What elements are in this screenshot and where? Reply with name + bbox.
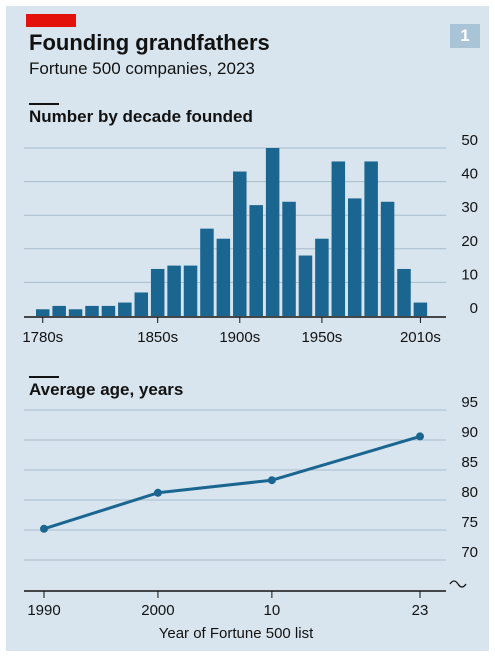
- bar-1850s: [150, 268, 165, 316]
- chart-card: 1 Founding grandfathers Fortune 500 comp…: [6, 6, 489, 651]
- line-chart: 70 75 80 85 90 95 1990 2000 10 23 Year of Fortune …: [24, 394, 478, 642]
- bar-1840s: [134, 292, 149, 316]
- line-y-tick-label: 85: [461, 454, 478, 471]
- bar-x-tick-label: 1780s: [22, 329, 63, 346]
- bar-x-tick-label: 1850s: [137, 329, 178, 346]
- bar-1880s: [200, 228, 214, 316]
- chart-subtitle: Fortune 500 companies, 2023: [29, 59, 255, 78]
- line-y-tick-label: 80: [461, 484, 478, 501]
- bar-1990s: [380, 201, 395, 316]
- series-line: [43, 434, 421, 531]
- data-point-2010: [267, 476, 276, 485]
- bar-1780s: [36, 309, 50, 316]
- line-y-tick-label: 75: [461, 514, 478, 531]
- bar-1950s: [315, 238, 329, 316]
- bar-1820s: [101, 305, 116, 316]
- bar-1790s: [52, 305, 66, 316]
- line-x-axis-title: Year of Fortune 500 list: [159, 625, 314, 642]
- bar-1970s: [347, 198, 362, 316]
- bar-1960s: [331, 161, 346, 316]
- bar-1890s: [216, 238, 231, 316]
- bar-y-tick-label: 0: [470, 300, 478, 317]
- bar-x-tick-label: 1950s: [301, 329, 342, 346]
- data-point-2000: [153, 488, 162, 497]
- bar-1800s: [68, 309, 83, 316]
- bar-1810s: [85, 305, 99, 316]
- bar-2010s: [413, 302, 428, 316]
- data-point-1990: [40, 524, 48, 533]
- bar-y-tick-label: 50: [461, 132, 478, 149]
- line-y-tick-label: 95: [461, 394, 478, 411]
- bar-1900s: [233, 171, 247, 316]
- bar-1830s: [118, 302, 132, 316]
- bar-1910s: [249, 205, 263, 316]
- brand-tag: [26, 14, 76, 27]
- bar-y-tick-label: 40: [461, 166, 478, 183]
- bar-1870s: [183, 265, 198, 316]
- bar-1860s: [167, 265, 181, 316]
- bar-section-rule: [29, 103, 59, 105]
- line-section-rule: [29, 376, 59, 378]
- line-y-tick-label: 90: [461, 424, 478, 441]
- bar-1940s: [298, 255, 313, 316]
- bar-x-tick-label: 1900s: [219, 329, 260, 346]
- bar-2000s: [397, 268, 411, 316]
- chart-number-badge: 1: [450, 24, 480, 48]
- bar-1930s: [282, 201, 296, 316]
- bar-y-tick-label: 30: [461, 199, 478, 216]
- line-chart-title: Average age, years: [29, 380, 184, 399]
- bar-chart-title: Number by decade founded: [29, 107, 253, 126]
- line-y-tick-label: 70: [461, 544, 478, 561]
- bar-1980s: [364, 161, 378, 316]
- axis-break-icon: [449, 580, 467, 588]
- line-x-tick-label: 2000: [141, 602, 174, 619]
- data-point-2023: [416, 432, 424, 441]
- line-x-tick-label: 1990: [27, 602, 60, 619]
- bar-y-tick-label: 20: [461, 233, 478, 250]
- bar-x-tick-label: 2010s: [400, 329, 441, 346]
- bar-chart: 0 10 20 30 40 50 1780s 1850s 1900s 1950s 2010s: [22, 132, 478, 346]
- bar-1920s: [265, 148, 280, 316]
- line-x-tick-label: 23: [412, 602, 429, 619]
- bar-y-tick-label: 10: [461, 266, 478, 283]
- chart-title: Founding grandfathers: [29, 30, 270, 55]
- line-x-tick-label: 10: [264, 602, 281, 619]
